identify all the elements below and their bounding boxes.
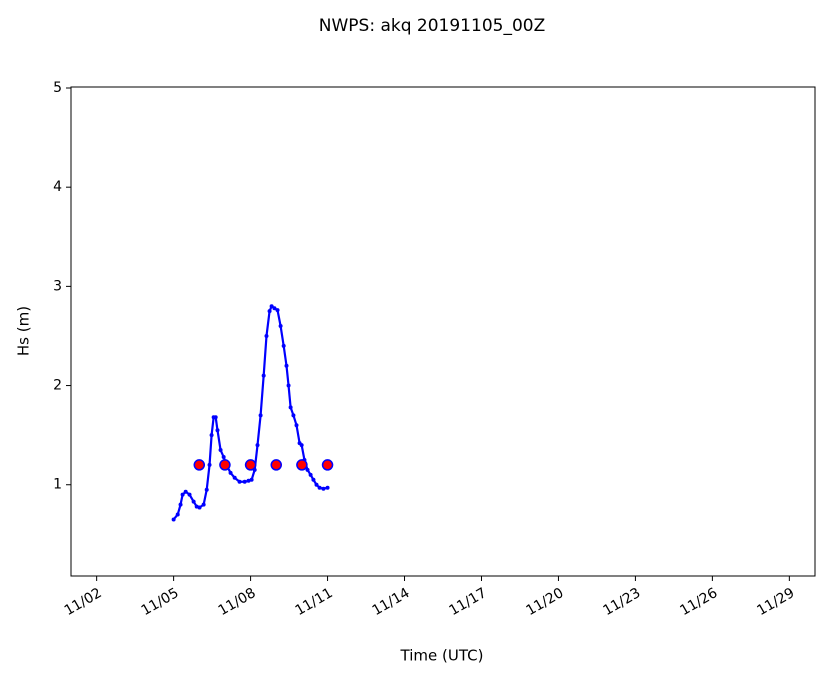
x-tick-label: 11/02 [62,585,105,619]
data-point [258,413,263,418]
data-point [180,492,185,497]
data-point [305,467,310,472]
data-point [191,499,196,504]
data-point [197,505,202,510]
y-tick-label: 1 [53,477,62,493]
data-point [314,482,319,487]
x-axis-label: Time (UTC) [400,647,484,665]
data-point [317,485,322,490]
x-tick-label: 11/29 [754,585,797,619]
data-point [308,472,313,477]
data-point [264,333,269,338]
y-tick-label: 2 [53,378,62,394]
data-point [232,475,237,480]
x-tick-label: 11/05 [139,585,182,619]
x-tick-label: 11/11 [293,585,336,619]
data-point [221,454,226,459]
data-point [321,486,326,491]
y-tick-label: 5 [53,80,62,96]
data-point [284,363,289,368]
x-tick-label: 11/17 [447,585,490,619]
x-tick-label: 11/14 [370,585,413,619]
data-point [242,479,247,484]
observation-point [219,459,231,471]
data-line [172,304,328,521]
data-point [281,343,286,348]
data-point [311,477,316,482]
data-point [201,502,206,507]
data-point [171,517,176,522]
data-point [325,485,330,490]
observation-point [193,459,206,471]
data-point [249,477,254,482]
data-point [218,448,223,453]
data-point [187,492,192,497]
data-point [175,512,180,517]
data-point [178,502,183,507]
plot-frame [70,86,816,577]
data-point [204,487,209,492]
y-tick-label: 3 [53,278,62,294]
data-point [213,415,218,420]
x-tick-label: 11/20 [523,585,566,619]
data-point [261,373,266,378]
data-point [207,462,212,467]
observation-point [270,459,282,471]
data-point [246,478,251,483]
observation-point [321,459,334,471]
data-point [228,470,233,475]
data-point [275,308,280,313]
data-point [215,428,220,433]
data-point [272,306,277,311]
x-tick-label: 11/23 [600,585,643,619]
x-tick-label: 11/08 [216,585,259,619]
data-point [269,304,274,309]
data-point [299,443,304,448]
observation-point [244,459,257,471]
data-point [288,405,293,410]
chart-title: NWPS: akq 20191105_00Z [319,16,545,36]
data-point [255,443,260,448]
data-point [286,383,291,388]
data-point [209,433,214,438]
data-point [237,479,242,484]
data-point [291,413,296,418]
y-axis-label: Hs (m) [15,306,33,356]
x-tick-label: 11/26 [677,585,720,619]
data-point [294,423,299,428]
data-point [183,489,188,494]
data-point [267,309,272,314]
data-point [278,324,283,329]
y-tick-label: 4 [53,179,62,195]
observation-point [296,459,308,471]
